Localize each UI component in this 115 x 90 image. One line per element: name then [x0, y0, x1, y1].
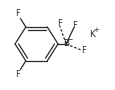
Text: F: F [15, 9, 20, 18]
Text: F: F [80, 46, 85, 55]
Text: −: − [65, 35, 72, 44]
Text: K: K [89, 30, 94, 39]
Text: F: F [71, 21, 76, 30]
Text: F: F [57, 19, 62, 28]
Text: F: F [15, 70, 20, 79]
Text: B: B [63, 39, 69, 48]
Text: +: + [92, 27, 98, 33]
